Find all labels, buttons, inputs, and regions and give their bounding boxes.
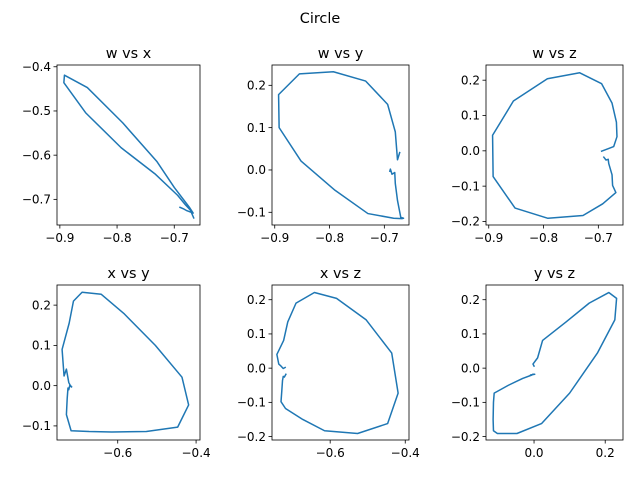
y-tick-label: 0.2 bbox=[461, 73, 480, 87]
y-tick-label: −0.1 bbox=[451, 396, 480, 410]
y-tick-label: 0.1 bbox=[247, 327, 266, 341]
subplot-title: x vs y bbox=[107, 266, 150, 282]
y-tick-label: −0.1 bbox=[22, 419, 51, 433]
subplot-title: y vs z bbox=[534, 266, 575, 282]
y-tick-label: 0.0 bbox=[247, 361, 266, 375]
y-tick-label: −0.7 bbox=[22, 193, 51, 207]
x-tick-label: −0.4 bbox=[391, 446, 420, 460]
subplot-6: y vs z 0.0 0.2 −0.2 −0.1 0.0 0.1 0.2 bbox=[451, 266, 624, 460]
axes-frame bbox=[56, 64, 201, 226]
x-tick-label: −0.7 bbox=[370, 231, 399, 245]
x-tick-label: −0.7 bbox=[160, 231, 189, 245]
y-tick-label: 0.0 bbox=[461, 361, 480, 375]
y-tick-label: −0.1 bbox=[237, 396, 266, 410]
x-tick-label: −0.9 bbox=[260, 231, 289, 245]
y-tick-label: 0.2 bbox=[461, 293, 480, 307]
subplot-2: w vs y −0.9 −0.8 −0.7 −0.1 0.0 0.1 0.2 bbox=[237, 46, 410, 245]
axes-frame bbox=[485, 284, 624, 441]
subplot-title: w vs y bbox=[318, 46, 364, 62]
axes-frame bbox=[271, 64, 410, 226]
x-tick-label: −0.6 bbox=[316, 446, 345, 460]
x-tick-label: −0.4 bbox=[182, 446, 211, 460]
y-tick-label: 0.2 bbox=[32, 298, 51, 312]
axes-frame bbox=[485, 64, 624, 226]
series-line bbox=[276, 291, 399, 435]
x-tick-label: −0.9 bbox=[474, 231, 503, 245]
x-tick-label: 0.0 bbox=[524, 446, 543, 460]
subplot-4: x vs y −0.6 −0.4 −0.1 0.0 0.1 0.2 bbox=[22, 266, 211, 460]
axes-frame bbox=[56, 284, 201, 441]
axes-frame bbox=[271, 284, 410, 441]
x-tick-label: −0.8 bbox=[102, 231, 131, 245]
y-tick-label: 0.1 bbox=[32, 339, 51, 353]
y-tick-label: 0.0 bbox=[461, 144, 480, 158]
y-tick-label: 0.2 bbox=[247, 293, 266, 307]
series-line bbox=[492, 291, 618, 435]
subplot-title: x vs z bbox=[320, 266, 361, 282]
y-tick-label: −0.1 bbox=[237, 206, 266, 220]
x-tick-label: −0.9 bbox=[45, 231, 74, 245]
x-tick-label: −0.7 bbox=[584, 231, 613, 245]
subplot-5: x vs z −0.6 −0.4 −0.2 −0.1 0.0 0.1 0.2 bbox=[237, 266, 420, 460]
y-tick-label: 0.0 bbox=[32, 379, 51, 393]
x-tick-label: −0.6 bbox=[103, 446, 132, 460]
series-line bbox=[61, 291, 190, 433]
x-tick-label: −0.8 bbox=[315, 231, 344, 245]
subplot-title: w vs x bbox=[106, 46, 152, 62]
y-tick-label: −0.5 bbox=[22, 104, 51, 118]
y-tick-label: −0.2 bbox=[451, 215, 480, 229]
figure-title: Circle bbox=[300, 11, 341, 27]
y-tick-label: 0.0 bbox=[247, 163, 266, 177]
y-tick-label: −0.2 bbox=[237, 430, 266, 444]
y-tick-label: −0.6 bbox=[22, 148, 51, 162]
y-tick-label: 0.1 bbox=[461, 327, 480, 341]
y-tick-label: −0.2 bbox=[451, 430, 480, 444]
y-tick-label: 0.1 bbox=[247, 121, 266, 135]
subplot-3: w vs z −0.9 −0.8 −0.7 −0.2 −0.1 0.0 0.1 0.2 bbox=[451, 46, 624, 245]
y-tick-label: −0.4 bbox=[22, 60, 51, 74]
x-tick-label: 0.2 bbox=[596, 446, 615, 460]
subplot-1: w vs x −0.9 −0.8 −0.7 −0.7 −0.6 −0.5 −0.4 bbox=[22, 46, 201, 245]
y-tick-label: −0.1 bbox=[451, 179, 480, 193]
series-line bbox=[277, 71, 405, 220]
subplot-title: w vs z bbox=[532, 46, 577, 62]
series-line bbox=[63, 74, 195, 219]
x-tick-label: −0.8 bbox=[529, 231, 558, 245]
y-tick-label: 0.1 bbox=[461, 109, 480, 123]
series-line bbox=[491, 72, 618, 220]
y-tick-label: 0.2 bbox=[247, 79, 266, 93]
